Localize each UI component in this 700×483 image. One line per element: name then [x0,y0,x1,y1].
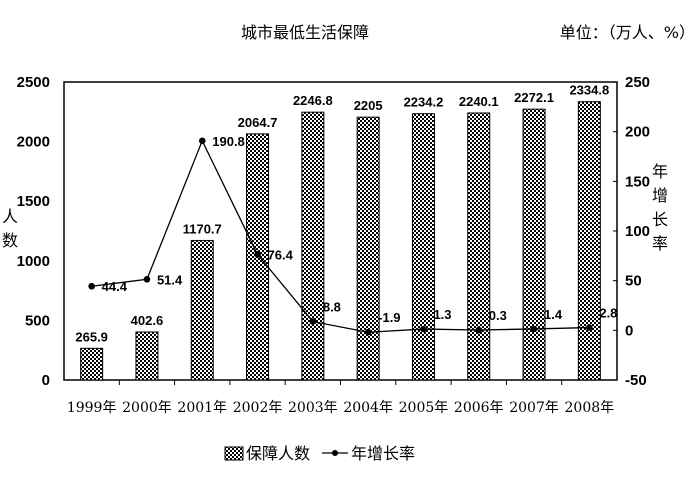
y2-tick-label: 0 [625,322,633,339]
line-marker [254,251,261,258]
x-tick-label: 2005年 [399,400,449,416]
y2-axis-label: 年增长率 [652,162,668,253]
unit-note: 单位：（万人、%） [560,23,695,42]
bar-data-label: 2334.8 [569,83,609,98]
line-data-label: 1.3 [433,307,451,322]
bar [356,116,380,381]
x-tick-label: 2002年 [233,400,283,416]
bar-data-label: 2240.1 [459,94,499,109]
line-data-label: 44.4 [102,279,128,294]
bar-data-label: 1170.7 [183,221,222,236]
y2-tick-label: 150 [625,173,650,190]
line-marker [586,324,593,331]
line-data-label: 8.8 [323,300,341,315]
bar-data-label: 265.9 [75,329,108,344]
bar [301,111,325,381]
y-axis-label: 人数 [2,207,18,250]
bar [577,101,601,381]
x-tick-label: 2001年 [177,400,227,416]
bar-data-label: 2205 [354,98,383,113]
bar [467,112,491,381]
bar-data-label: 2064.7 [238,115,278,130]
chart-title: 城市最低生活保障 [241,23,369,42]
bar-data-label: 2272.1 [514,90,554,105]
line-marker [309,318,317,325]
legend: 保障人数 年增长率 [224,444,415,463]
legend-bar-swatch [224,446,244,461]
line-marker [475,326,483,334]
x-tick-label: 2000年 [122,400,172,416]
y2-tick-label: 250 [625,74,650,91]
y-tick-label: 500 [25,312,50,329]
y-axis-label-char: 数 [2,231,18,250]
line-data-label: 2.8 [599,306,617,321]
y-tick-label: 1500 [17,193,50,210]
y-tick-label: 0 [42,372,50,389]
line-data-label: 51.4 [157,272,183,287]
y2-tick-label: 50 [625,273,642,290]
line-data-label: 76.4 [268,247,294,262]
growth-line [91,139,590,333]
y2-tick-label: 200 [625,124,650,141]
line-marker [198,137,206,145]
bar [80,347,104,381]
y2-axis-label-char: 增 [652,186,668,205]
y2-tick-label: 100 [625,223,650,240]
x-tick-label: 1999年 [67,400,117,416]
y2-axis-label-char: 率 [652,234,668,253]
legend-bar-label: 保障人数 [246,444,310,463]
y-tick-label: 2000 [17,134,50,151]
line-marker [364,328,372,336]
line-data-label: 0.3 [489,308,507,323]
line-data-label: 1.4 [544,307,563,322]
y2-axis-label-char: 长 [652,210,668,229]
line-data-label: -1.9 [378,310,400,325]
line-marker [530,325,538,333]
legend-line-label: 年增长率 [351,444,415,463]
bar [190,239,214,381]
y2-axis-label-char: 年 [652,162,668,181]
line-marker [420,325,427,333]
line-marker [143,275,151,283]
line-data-label: 190.8 [212,134,245,149]
y-tick-label: 2500 [17,74,50,91]
bar-data-label: 402.6 [131,313,164,328]
bar [522,108,546,381]
y-axis-label-char: 人 [2,207,18,226]
x-tick-label: 2006年 [454,400,504,416]
bar-data-label: 2246.8 [293,93,333,108]
x-tick-label: 2007年 [509,400,559,416]
bar [135,331,159,381]
y2-tick-label: -50 [625,372,647,389]
x-tick-label: 2008年 [565,400,615,416]
x-tick-label: 2003年 [288,400,338,416]
bar [411,113,435,381]
x-tick-label: 2004年 [343,400,393,416]
bar-data-label: 2234.2 [404,95,444,110]
y-tick-label: 1000 [17,253,50,270]
line-marker [88,282,95,290]
legend-line-marker [332,450,338,456]
